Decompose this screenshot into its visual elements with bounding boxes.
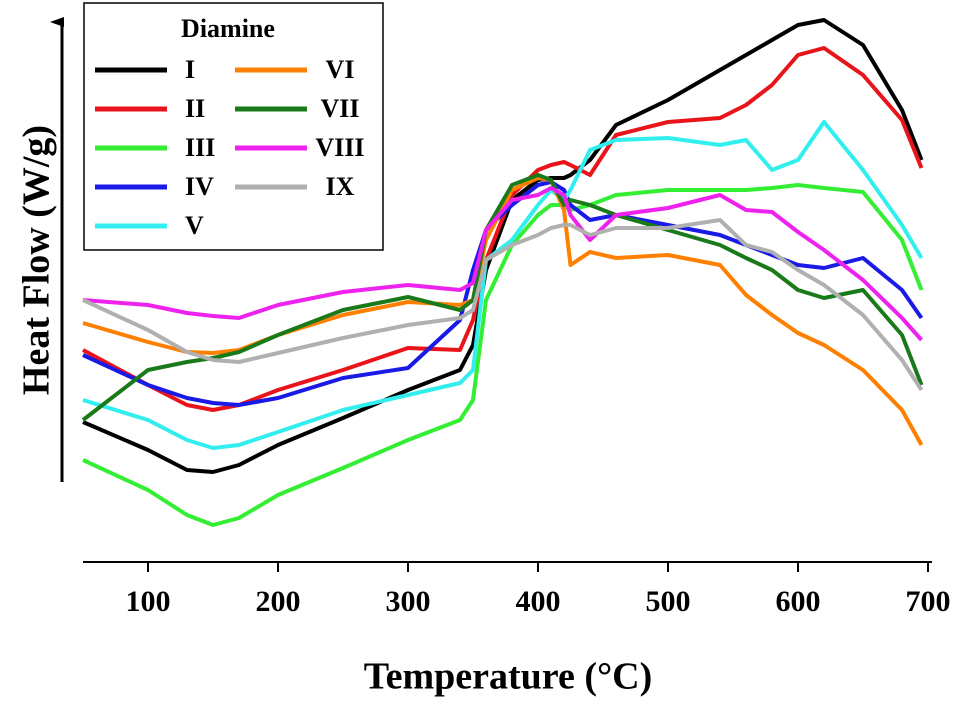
x-tick-label: 100 xyxy=(126,585,171,618)
legend-label: IV xyxy=(185,172,214,201)
series-line xyxy=(81,173,924,422)
y-axis-title: Heat Flow (W/g) xyxy=(16,125,58,395)
series-line xyxy=(82,46,924,412)
x-axis-title: Temperature (°C) xyxy=(364,656,653,698)
legend-label: VII xyxy=(320,94,359,123)
series-line xyxy=(82,218,924,392)
legend-label: II xyxy=(185,94,205,123)
series-line xyxy=(82,183,924,527)
x-tick-label: 700 xyxy=(906,585,951,618)
legend-box xyxy=(83,2,384,251)
x-tick-label: 500 xyxy=(646,585,691,618)
legend-label: III xyxy=(185,133,215,162)
x-tick-label: 200 xyxy=(256,585,301,618)
legend-label: V xyxy=(185,211,204,240)
x-tick-label: 300 xyxy=(386,585,431,618)
legend-label: VIII xyxy=(315,133,364,162)
series-line xyxy=(82,186,923,342)
x-tick-label: 600 xyxy=(776,585,821,618)
legend-title: Diamine xyxy=(181,14,275,43)
x-tick-label: 400 xyxy=(516,585,561,618)
legend-label: IX xyxy=(326,172,355,201)
legend-label: I xyxy=(185,55,195,84)
legend-label: VI xyxy=(326,55,355,84)
